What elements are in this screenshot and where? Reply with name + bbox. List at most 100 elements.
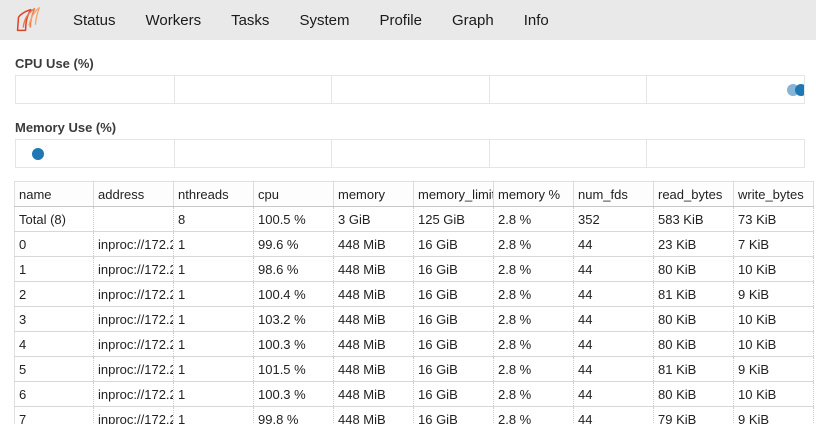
table-cell: 2.8 %: [493, 406, 574, 424]
column-header[interactable]: memory: [333, 181, 414, 207]
column-header[interactable]: write_bytes: [733, 181, 814, 207]
column-header[interactable]: name: [14, 181, 94, 207]
column-header[interactable]: address: [93, 181, 174, 207]
table-cell: 2: [14, 281, 94, 307]
column-header[interactable]: cpu: [253, 181, 334, 207]
table-cell: 44: [573, 306, 654, 332]
nav-item[interactable]: Graph: [451, 11, 494, 29]
table-cell: 6: [14, 381, 94, 407]
table-cell: 1: [173, 281, 254, 307]
table-cell: 2.8 %: [493, 206, 574, 232]
table-cell: 99.8 %: [253, 406, 334, 424]
gridline: [331, 76, 333, 103]
table-cell: 44: [573, 281, 654, 307]
table-cell: 10 KiB: [733, 331, 814, 357]
gridline: [331, 140, 333, 167]
table-cell: 16 GiB: [413, 231, 494, 257]
table-cell: 2.8 %: [493, 306, 574, 332]
table-cell: 448 MiB: [333, 381, 414, 407]
table-cell: 448 MiB: [333, 256, 414, 282]
table-cell: 8: [173, 206, 254, 232]
table-cell: 3 GiB: [333, 206, 414, 232]
table-cell: 448 MiB: [333, 356, 414, 382]
table-cell: 44: [573, 256, 654, 282]
table-cell: 80 KiB: [653, 306, 734, 332]
table-cell: 44: [573, 381, 654, 407]
nav-menu: Status Workers Tasks System Profile Graph Info: [58, 2, 564, 39]
table-cell: 100.3 %: [253, 331, 334, 357]
worker-marker[interactable]: [794, 83, 804, 96]
table-cell: 80 KiB: [653, 256, 734, 282]
table-cell: 98.6 %: [253, 256, 334, 282]
table-cell: 7: [14, 406, 94, 424]
table-row: Total (8) 8 100.5 % 3 GiB 125 GiB 2.8 % 352 583…: [14, 206, 814, 232]
table-cell: 16 GiB: [413, 256, 494, 282]
cpu-usage-chart[interactable]: [15, 75, 805, 104]
table-cell: 81 KiB: [653, 281, 734, 307]
table-cell: 448 MiB: [333, 406, 414, 424]
table-cell: 100.4 %: [253, 281, 334, 307]
table-cell: 80 KiB: [653, 331, 734, 357]
table-cell: 448 MiB: [333, 331, 414, 357]
nav-item[interactable]: Tasks: [231, 11, 270, 29]
cpu-chart-title: CPU Use (%): [15, 56, 94, 71]
column-header[interactable]: memory_limit: [413, 181, 494, 207]
nav-item[interactable]: Info: [523, 11, 549, 29]
table-cell: 16 GiB: [413, 281, 494, 307]
table-cell: [93, 206, 174, 232]
column-header[interactable]: nthreads: [173, 181, 254, 207]
table-cell: 2.8 %: [493, 331, 574, 357]
table-cell: 10 KiB: [733, 381, 814, 407]
table-cell: 1: [173, 256, 254, 282]
gridline: [488, 140, 490, 167]
table-cell: 44: [573, 406, 654, 424]
table-cell: 44: [573, 356, 654, 382]
table-cell: inproc://172.20: [93, 306, 174, 332]
table-cell: 2.8 %: [493, 231, 574, 257]
column-header[interactable]: memory %: [493, 181, 574, 207]
table-cell: 100.5 %: [253, 206, 334, 232]
table-header: name address nthreads cpu memory memory_limit…: [14, 181, 814, 207]
table-cell: 2.8 %: [493, 356, 574, 382]
table-cell: 3: [14, 306, 94, 332]
table-cell: 100.3 %: [253, 381, 334, 407]
table-cell: 23 KiB: [653, 231, 734, 257]
gridline: [173, 76, 175, 103]
table-cell: 16 GiB: [413, 306, 494, 332]
nav-item[interactable]: Workers: [145, 11, 202, 29]
table-cell: 73 KiB: [733, 206, 814, 232]
memory-usage-chart[interactable]: [15, 139, 805, 168]
table-cell: 1: [173, 356, 254, 382]
gridline: [646, 140, 648, 167]
nav-item[interactable]: Profile: [379, 11, 422, 29]
gridline: [488, 76, 490, 103]
table-cell: inproc://172.20: [93, 281, 174, 307]
table-cell: 583 KiB: [653, 206, 734, 232]
column-header[interactable]: read_bytes: [653, 181, 734, 207]
worker-marker[interactable]: [32, 147, 45, 160]
nav-item[interactable]: Status: [73, 11, 116, 29]
table-cell: 1: [173, 381, 254, 407]
table-cell: 9 KiB: [733, 356, 814, 382]
table-cell: 9 KiB: [733, 281, 814, 307]
table-cell: inproc://172.20: [93, 256, 174, 282]
table-cell: 2.8 %: [493, 256, 574, 282]
table-cell: 4: [14, 331, 94, 357]
table-cell: 448 MiB: [333, 281, 414, 307]
table-cell: 44: [573, 231, 654, 257]
table-cell: 16 GiB: [413, 381, 494, 407]
table-cell: 7 KiB: [733, 231, 814, 257]
nav-item[interactable]: System: [299, 11, 350, 29]
dask-logo[interactable]: [10, 3, 44, 37]
gridline: [646, 76, 648, 103]
table-cell: inproc://172.20: [93, 231, 174, 257]
table-cell: 0: [14, 231, 94, 257]
column-header[interactable]: num_fds: [573, 181, 654, 207]
